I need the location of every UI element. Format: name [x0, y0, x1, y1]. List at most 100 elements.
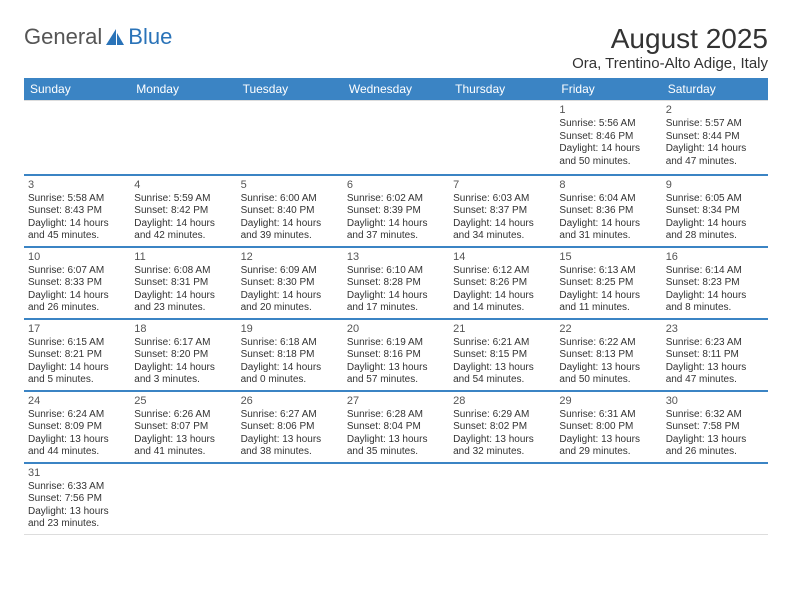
daylight-text: and 20 minutes. [241, 302, 339, 315]
daylight-text: and 42 minutes. [134, 230, 232, 243]
daylight-text: Daylight: 13 hours [453, 362, 551, 375]
daylight-text: Daylight: 14 hours [134, 218, 232, 231]
sunset-text: Sunset: 8:11 PM [666, 349, 764, 362]
calendar-cell [130, 463, 236, 535]
weekday-mon: Monday [130, 78, 236, 101]
day-number: 13 [347, 250, 445, 265]
calendar-head: Sunday Monday Tuesday Wednesday Thursday… [24, 78, 768, 101]
daylight-text: Daylight: 14 hours [666, 218, 764, 231]
daylight-text: Daylight: 14 hours [559, 143, 657, 156]
day-number: 20 [347, 322, 445, 337]
sunset-text: Sunset: 8:46 PM [559, 131, 657, 144]
daylight-text: Daylight: 13 hours [347, 434, 445, 447]
daylight-text: and 37 minutes. [347, 230, 445, 243]
calendar-cell [24, 101, 130, 175]
sunrise-text: Sunrise: 6:29 AM [453, 409, 551, 422]
calendar-cell [237, 463, 343, 535]
daylight-text: Daylight: 14 hours [241, 290, 339, 303]
sunset-text: Sunset: 8:20 PM [134, 349, 232, 362]
sunset-text: Sunset: 8:18 PM [241, 349, 339, 362]
calendar-cell [662, 463, 768, 535]
sunrise-text: Sunrise: 6:05 AM [666, 193, 764, 206]
weekday-sun: Sunday [24, 78, 130, 101]
calendar-cell: 5Sunrise: 6:00 AMSunset: 8:40 PMDaylight… [237, 175, 343, 247]
daylight-text: Daylight: 13 hours [28, 506, 126, 519]
sunrise-text: Sunrise: 6:03 AM [453, 193, 551, 206]
sunrise-text: Sunrise: 6:12 AM [453, 265, 551, 278]
calendar-cell: 9Sunrise: 6:05 AMSunset: 8:34 PMDaylight… [662, 175, 768, 247]
sunrise-text: Sunrise: 6:18 AM [241, 337, 339, 350]
calendar-cell: 15Sunrise: 6:13 AMSunset: 8:25 PMDayligh… [555, 247, 661, 319]
sunset-text: Sunset: 8:15 PM [453, 349, 551, 362]
daylight-text: and 11 minutes. [559, 302, 657, 315]
daylight-text: Daylight: 14 hours [666, 290, 764, 303]
sunset-text: Sunset: 8:13 PM [559, 349, 657, 362]
day-number: 9 [666, 178, 764, 193]
daylight-text: and 44 minutes. [28, 446, 126, 459]
calendar-cell: 30Sunrise: 6:32 AMSunset: 7:58 PMDayligh… [662, 391, 768, 463]
daylight-text: and 28 minutes. [666, 230, 764, 243]
sunset-text: Sunset: 8:00 PM [559, 421, 657, 434]
calendar-cell: 17Sunrise: 6:15 AMSunset: 8:21 PMDayligh… [24, 319, 130, 391]
daylight-text: Daylight: 14 hours [28, 362, 126, 375]
sunset-text: Sunset: 8:06 PM [241, 421, 339, 434]
sunset-text: Sunset: 8:26 PM [453, 277, 551, 290]
daylight-text: and 50 minutes. [559, 156, 657, 169]
sunrise-text: Sunrise: 6:10 AM [347, 265, 445, 278]
daylight-text: Daylight: 13 hours [559, 362, 657, 375]
sunrise-text: Sunrise: 5:57 AM [666, 118, 764, 131]
sunrise-text: Sunrise: 6:08 AM [134, 265, 232, 278]
daylight-text: Daylight: 13 hours [134, 434, 232, 447]
month-title: August 2025 [572, 24, 768, 53]
calendar-cell [343, 463, 449, 535]
calendar-cell: 23Sunrise: 6:23 AMSunset: 8:11 PMDayligh… [662, 319, 768, 391]
day-number: 3 [28, 178, 126, 193]
calendar-cell [449, 463, 555, 535]
calendar-cell: 21Sunrise: 6:21 AMSunset: 8:15 PMDayligh… [449, 319, 555, 391]
daylight-text: and 32 minutes. [453, 446, 551, 459]
daylight-text: and 23 minutes. [134, 302, 232, 315]
sunrise-text: Sunrise: 6:17 AM [134, 337, 232, 350]
calendar-cell: 14Sunrise: 6:12 AMSunset: 8:26 PMDayligh… [449, 247, 555, 319]
sunset-text: Sunset: 8:44 PM [666, 131, 764, 144]
daylight-text: and 5 minutes. [28, 374, 126, 387]
sail-icon [104, 27, 126, 47]
day-number: 26 [241, 394, 339, 409]
calendar-cell [237, 101, 343, 175]
daylight-text: Daylight: 14 hours [347, 218, 445, 231]
sunrise-text: Sunrise: 6:31 AM [559, 409, 657, 422]
calendar-cell: 26Sunrise: 6:27 AMSunset: 8:06 PMDayligh… [237, 391, 343, 463]
day-number: 23 [666, 322, 764, 337]
calendar-cell: 1Sunrise: 5:56 AMSunset: 8:46 PMDaylight… [555, 101, 661, 175]
sunset-text: Sunset: 8:33 PM [28, 277, 126, 290]
calendar-cell: 19Sunrise: 6:18 AMSunset: 8:18 PMDayligh… [237, 319, 343, 391]
daylight-text: Daylight: 14 hours [241, 218, 339, 231]
daylight-text: Daylight: 14 hours [453, 290, 551, 303]
sunset-text: Sunset: 8:21 PM [28, 349, 126, 362]
sunset-text: Sunset: 8:31 PM [134, 277, 232, 290]
day-number: 1 [559, 103, 657, 118]
day-number: 22 [559, 322, 657, 337]
daylight-text: Daylight: 14 hours [559, 290, 657, 303]
daylight-text: Daylight: 14 hours [134, 290, 232, 303]
weekday-thu: Thursday [449, 78, 555, 101]
sunrise-text: Sunrise: 6:21 AM [453, 337, 551, 350]
daylight-text: and 34 minutes. [453, 230, 551, 243]
sunrise-text: Sunrise: 6:09 AM [241, 265, 339, 278]
calendar-cell [343, 101, 449, 175]
sunrise-text: Sunrise: 6:07 AM [28, 265, 126, 278]
daylight-text: Daylight: 14 hours [666, 143, 764, 156]
sunrise-text: Sunrise: 6:28 AM [347, 409, 445, 422]
calendar-page: General Blue August 2025 Ora, Trentino-A… [0, 0, 792, 551]
calendar-cell [449, 101, 555, 175]
sunset-text: Sunset: 7:56 PM [28, 493, 126, 506]
day-number: 4 [134, 178, 232, 193]
daylight-text: and 3 minutes. [134, 374, 232, 387]
calendar-cell: 24Sunrise: 6:24 AMSunset: 8:09 PMDayligh… [24, 391, 130, 463]
day-number: 6 [347, 178, 445, 193]
sunset-text: Sunset: 8:16 PM [347, 349, 445, 362]
sunset-text: Sunset: 8:25 PM [559, 277, 657, 290]
sunrise-text: Sunrise: 5:56 AM [559, 118, 657, 131]
daylight-text: and 38 minutes. [241, 446, 339, 459]
sunset-text: Sunset: 8:30 PM [241, 277, 339, 290]
